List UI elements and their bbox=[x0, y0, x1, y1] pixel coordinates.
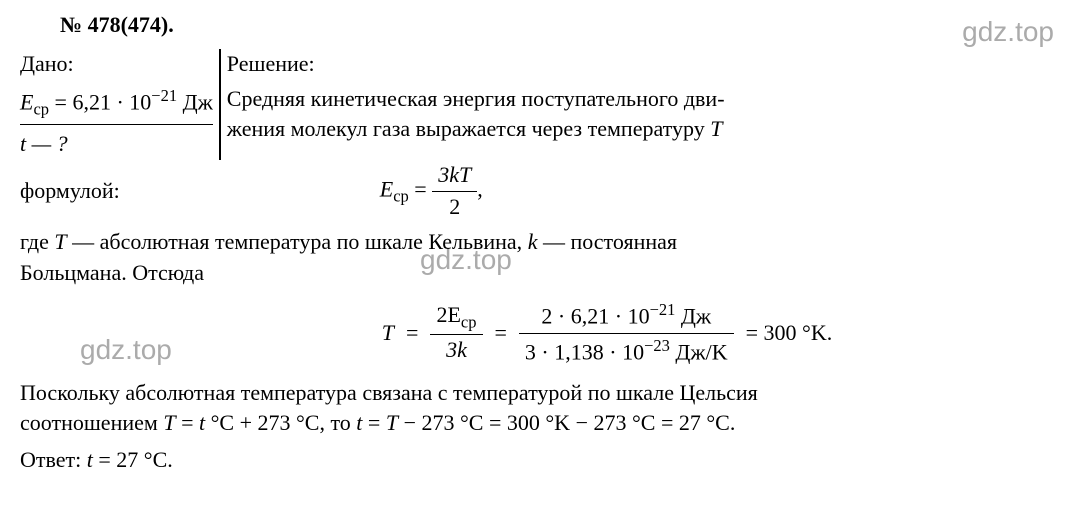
formula1: Eср = 3kT2, bbox=[380, 160, 483, 223]
explain1-T: T bbox=[54, 229, 66, 254]
formula-label: формулой: bbox=[20, 176, 120, 207]
watermark-left: gdz.top bbox=[80, 330, 172, 369]
c2-e: − 273 °C = 300 °K − 273 °C = 27 °C. bbox=[398, 410, 735, 435]
watermark-middle: gdz.top bbox=[420, 240, 512, 279]
energy-var: E bbox=[20, 89, 33, 114]
given-block: Дано: Eср = 6,21 · 10−21 Дж t — ? bbox=[20, 49, 221, 160]
c2-a: соотношением bbox=[20, 410, 163, 435]
f2-eq2: = bbox=[495, 318, 507, 349]
given-energy: Eср = 6,21 · 10−21 Дж bbox=[20, 84, 213, 126]
f1-comma: , bbox=[477, 177, 483, 202]
energy-unit: Дж bbox=[177, 89, 213, 114]
conclusion-2: соотношением T = t °C + 273 °C, то t = T… bbox=[20, 408, 1064, 439]
f1-sub: ср bbox=[393, 187, 409, 206]
intro2-T: T bbox=[710, 116, 722, 141]
explain1-end: — постоянная bbox=[537, 229, 677, 254]
f2-den1: 3k bbox=[446, 337, 467, 362]
c2-T2: T bbox=[386, 410, 398, 435]
solution-intro-2: жения молекул газа выражается через темп… bbox=[227, 114, 1064, 145]
f2-T: T bbox=[382, 318, 394, 349]
f2-frac1: 2Eср 3k bbox=[430, 300, 482, 365]
answer-label: Ответ: bbox=[20, 447, 87, 472]
f2-den2: 3 · 1,138 · 10−23 Дж/K bbox=[519, 334, 734, 368]
f2-num1: 2Eср bbox=[436, 302, 476, 327]
given-label: Дано: bbox=[20, 49, 213, 80]
explain1-k: k bbox=[528, 229, 538, 254]
answer-value: = 27 °C. bbox=[93, 447, 173, 472]
f1-E: E bbox=[380, 177, 393, 202]
energy-exp: −21 bbox=[151, 86, 177, 105]
c2-b: = bbox=[176, 410, 199, 435]
explain1-a: где bbox=[20, 229, 54, 254]
f1-frac: 3kT2 bbox=[432, 160, 477, 223]
given-unknown: t — ? bbox=[20, 129, 213, 160]
f1-den: 2 bbox=[432, 192, 477, 223]
unknown-text: t — ? bbox=[20, 131, 68, 156]
formula2: T = 2Eср 3k = 2 · 6,21 · 10−21 Дж 3 · 1,… bbox=[150, 298, 1064, 367]
formula-line-1: формулой: Eср = 3kT2, bbox=[20, 160, 1064, 223]
conclusion-1: Поскольку абсолютная температура связана… bbox=[20, 378, 1064, 409]
energy-value: = 6,21 · 10 bbox=[49, 89, 151, 114]
watermark-top-right: gdz.top bbox=[962, 12, 1054, 51]
intro2-text: жения молекул газа выражается через темп… bbox=[227, 116, 710, 141]
problem-number: № 478(474). bbox=[60, 10, 1064, 41]
solution-intro-1: Средняя кинетическая энергия поступатель… bbox=[227, 84, 1064, 115]
f1-eq: = bbox=[409, 177, 432, 202]
c2-T: T bbox=[163, 410, 175, 435]
f2-frac2: 2 · 6,21 · 10−21 Дж 3 · 1,138 · 10−23 Дж… bbox=[519, 298, 734, 367]
explain-line-2: Больцмана. Отсюда bbox=[20, 258, 1064, 289]
f2-eq1: = bbox=[406, 318, 418, 349]
energy-sub: ср bbox=[33, 99, 49, 118]
solution-block: Решение: Средняя кинетическая энергия по… bbox=[227, 49, 1064, 145]
f2-eq3: = 300 °K. bbox=[746, 318, 833, 349]
answer: Ответ: t = 27 °C. bbox=[20, 445, 1064, 476]
solution-label: Решение: bbox=[227, 49, 1064, 80]
explain-line-1: где T — абсолютная температура по шкале … bbox=[20, 227, 1064, 258]
f1-num: 3kT bbox=[438, 162, 471, 187]
c2-c: °C + 273 °C, то bbox=[205, 410, 356, 435]
f2-num2: 2 · 6,21 · 10−21 Дж bbox=[519, 298, 734, 333]
c2-d: = bbox=[362, 410, 385, 435]
given-solution-row: Дано: Eср = 6,21 · 10−21 Дж t — ? Решени… bbox=[20, 49, 1064, 160]
